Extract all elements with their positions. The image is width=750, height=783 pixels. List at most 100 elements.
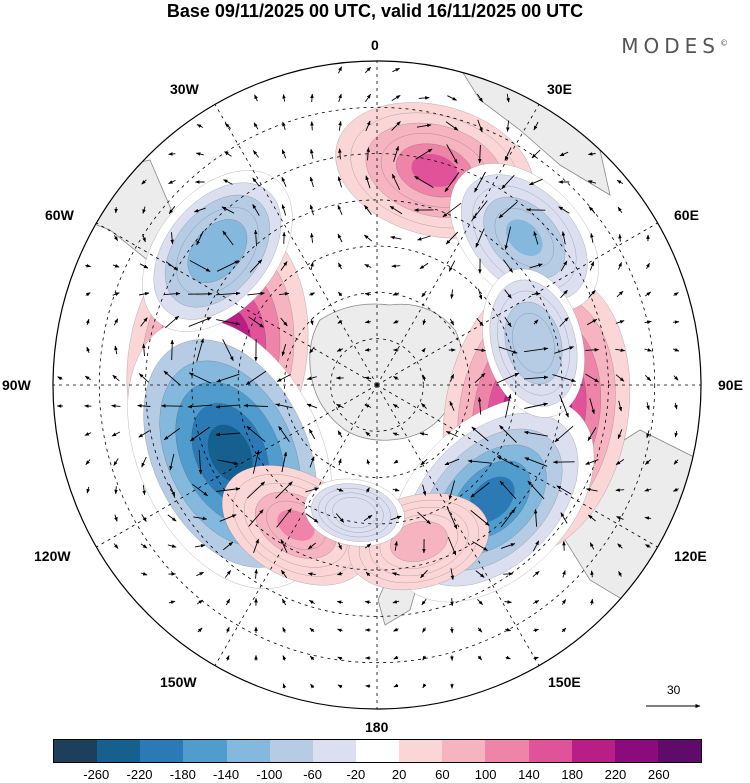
wind-vector — [421, 403, 427, 409]
wind-vector — [616, 180, 624, 184]
colorbar-segment — [614, 740, 658, 762]
wind-vector — [337, 204, 343, 215]
wind-vector — [222, 339, 234, 362]
wind-vector — [523, 375, 549, 380]
wind-vector — [254, 94, 258, 102]
map-title: Base 09/11/2025 00 UTC, valid 16/11/2025… — [166, 1, 584, 21]
wind-vector — [196, 230, 204, 246]
graticule — [53, 61, 701, 709]
wind-vector — [365, 120, 371, 132]
wind-vector — [138, 430, 150, 438]
wind-vector — [673, 292, 679, 297]
wind-vector — [364, 543, 372, 549]
wind-vector — [450, 568, 455, 581]
wind-vector — [589, 261, 595, 271]
wind-vector — [585, 348, 600, 352]
wind-vector — [503, 259, 513, 273]
wind-vector — [449, 318, 455, 326]
wind-vector — [504, 289, 512, 299]
wind-vector — [114, 486, 118, 495]
colorbar — [53, 739, 702, 763]
wind-vector — [365, 487, 370, 493]
wind-vector — [504, 316, 512, 328]
wind-vector — [215, 291, 241, 296]
wind-vector — [167, 544, 177, 548]
wind-vector — [305, 513, 319, 523]
wind-vector — [310, 232, 314, 243]
wind-vector — [280, 317, 288, 327]
wind-vector — [195, 152, 204, 156]
wind-vector — [496, 372, 520, 384]
wind-vector — [393, 459, 399, 464]
wind-vector — [280, 261, 288, 271]
wind-vector — [163, 370, 181, 386]
wind-vector — [585, 373, 599, 383]
latitude-circle — [191, 199, 563, 571]
anomaly-contour — [411, 153, 458, 187]
meridian-line — [376, 384, 540, 666]
colorbar-tick-label: -260 — [83, 767, 110, 782]
wind-vector — [167, 514, 177, 522]
wind-vector — [189, 260, 211, 272]
wind-vector — [499, 480, 517, 500]
wind-vector — [140, 572, 148, 576]
wind-vector — [168, 483, 176, 497]
wind-vector — [170, 339, 174, 361]
wind-vector — [442, 202, 462, 218]
latitude-circle — [330, 338, 424, 432]
wind-vector — [618, 261, 622, 270]
wind-vector — [364, 263, 372, 269]
lon-label-30e: 30E — [547, 81, 572, 97]
wind-vector — [305, 487, 320, 493]
wind-vector — [417, 235, 431, 241]
colorbar-tick-label: -140 — [213, 767, 240, 782]
wind-vector — [589, 398, 595, 415]
wind-vector — [533, 628, 540, 633]
lon-label-0: 0 — [371, 37, 379, 53]
wind-vector — [198, 449, 203, 475]
wind-vector — [364, 404, 372, 408]
colorbar-segment — [183, 740, 227, 762]
wind-vector — [445, 121, 459, 131]
wind-vector — [308, 428, 316, 440]
wind-vector — [84, 375, 91, 381]
wind-vector — [188, 317, 212, 327]
wind-vector — [252, 204, 260, 216]
wind-vector — [501, 174, 515, 190]
wind-vector — [113, 318, 119, 326]
wind-vector — [471, 426, 489, 442]
wind-vector — [165, 315, 180, 329]
wind-vector — [113, 458, 119, 466]
wind-vector — [365, 431, 371, 437]
wind-vector — [531, 292, 541, 296]
colorbar-tick-label: 100 — [474, 767, 497, 782]
colorbar-tick-label: 180 — [561, 767, 584, 782]
lon-label-150e: 150E — [548, 674, 581, 690]
wind-vector — [417, 511, 431, 525]
wind-vector — [338, 458, 342, 466]
wind-vector — [561, 627, 567, 633]
wind-vector — [422, 627, 427, 633]
colorbar-tick-label: -20 — [346, 767, 366, 782]
anomaly-contour — [400, 528, 438, 555]
wind-vector — [306, 403, 318, 409]
wind-vector — [364, 376, 372, 380]
wind-vector — [142, 343, 146, 357]
wind-vector — [215, 432, 241, 437]
meridian-line — [96, 384, 378, 548]
wind-vector — [338, 148, 342, 160]
wind-vector — [163, 291, 181, 296]
wind-vector — [114, 345, 118, 355]
wind-vector — [444, 172, 460, 193]
wind-vector — [142, 234, 146, 243]
wind-vector — [337, 628, 343, 633]
wind-vector — [249, 259, 263, 273]
wind-vector — [421, 598, 427, 606]
wind-vector — [366, 459, 371, 465]
wind-vector — [279, 292, 290, 296]
wind-vector — [243, 403, 269, 408]
wind-vector — [309, 318, 314, 326]
wind-vector — [449, 373, 455, 382]
wind-vector — [335, 513, 345, 523]
wind-vector — [393, 145, 399, 162]
